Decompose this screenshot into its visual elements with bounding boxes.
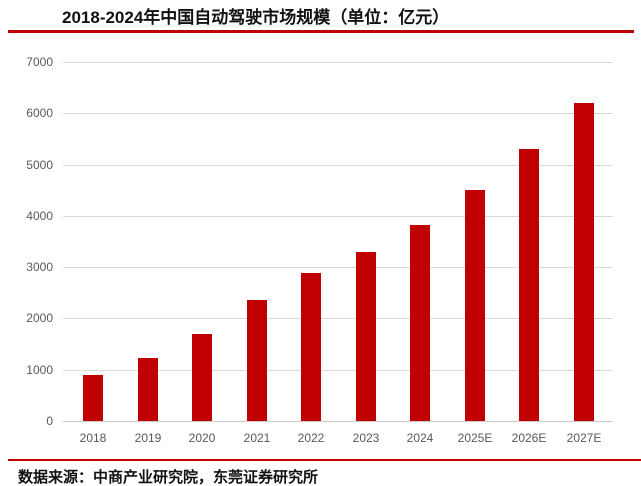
y-tick-label-6000: 6000 <box>26 106 53 121</box>
bar-chart: 0 1000 2000 3000 4000 5000 6000 7000 2018 2019 20… <box>26 55 613 445</box>
plot-area <box>63 62 613 422</box>
bar-2023 <box>356 252 376 421</box>
bar-2024 <box>410 225 430 421</box>
x-tick-label-2019: 2019 <box>134 431 162 445</box>
gridline-3000 <box>63 267 613 268</box>
y-tick-label-4000: 4000 <box>26 208 53 223</box>
y-tick-label-0: 0 <box>46 414 53 428</box>
bar-2027E <box>574 103 594 421</box>
x-tick-label-2025E: 2025E <box>457 431 493 445</box>
bottom-divider-rule <box>8 459 641 461</box>
bar-2019 <box>138 358 158 421</box>
gridline-4000 <box>63 216 613 217</box>
top-divider-rule <box>8 30 634 33</box>
x-tick-label-2026E: 2026E <box>511 431 547 445</box>
gridline-6000 <box>63 113 613 114</box>
y-tick-label-3000: 3000 <box>26 260 53 275</box>
x-tick-label-2018: 2018 <box>79 431 107 445</box>
y-tick-label-1000: 1000 <box>26 362 53 377</box>
y-tick-label-7000: 7000 <box>26 55 53 69</box>
x-tick-label-2024: 2024 <box>406 431 434 445</box>
x-tick-label-2027E: 2027E <box>566 431 602 445</box>
bar-2020 <box>192 334 212 421</box>
gridline-1000 <box>63 370 613 371</box>
bar-2026E <box>519 149 539 421</box>
gridline-5000 <box>63 165 613 166</box>
gridline-7000 <box>63 62 613 63</box>
y-tick-label-2000: 2000 <box>26 311 53 326</box>
bar-2018 <box>83 375 103 421</box>
bar-2021 <box>247 300 267 421</box>
x-tick-label-2022: 2022 <box>297 431 325 445</box>
gridline-0 <box>63 421 613 422</box>
x-tick-label-2023: 2023 <box>352 431 380 445</box>
gridline-2000 <box>63 318 613 319</box>
bar-2022 <box>301 273 321 421</box>
data-source-note: 数据来源：中商产业研究院，东莞证券研究所 <box>18 469 319 486</box>
x-tick-label-2021: 2021 <box>243 431 271 445</box>
bar-2025E <box>465 190 485 421</box>
y-tick-label-5000: 5000 <box>26 157 53 172</box>
chart-title: 2018-2024年中国自动驾驶市场规模（单位：亿元） <box>62 8 450 27</box>
x-tick-label-2020: 2020 <box>188 431 216 445</box>
